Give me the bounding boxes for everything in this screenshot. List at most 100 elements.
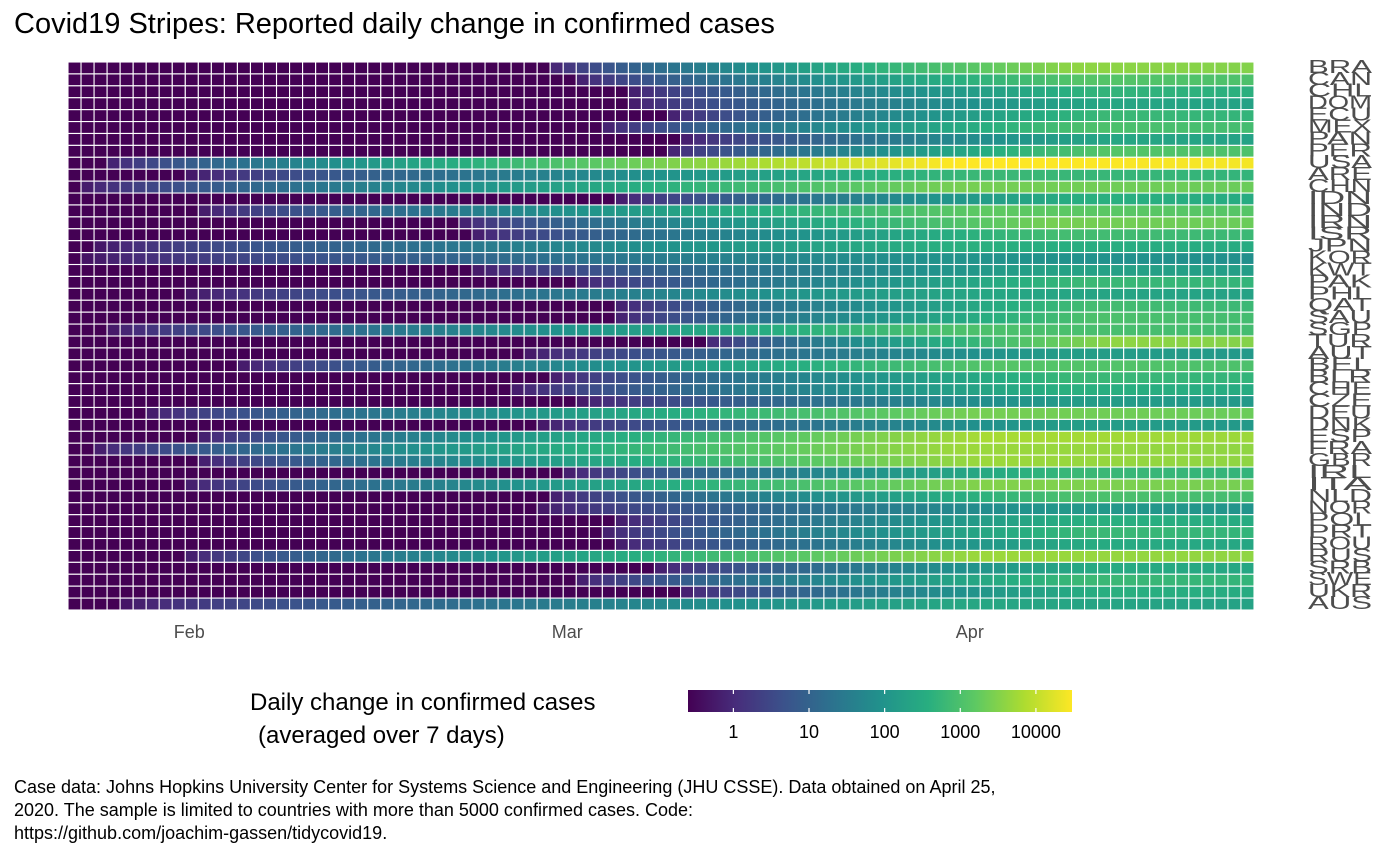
heatmap-cell	[992, 168, 1007, 182]
heatmap-cell	[523, 371, 538, 385]
heatmap-cell	[93, 180, 108, 194]
heatmap-cell	[354, 323, 369, 337]
heatmap-cell	[536, 252, 551, 266]
heatmap-cell	[575, 549, 590, 563]
heatmap-cell	[80, 418, 95, 432]
heatmap-cell	[119, 85, 134, 99]
country-label: DOM	[1308, 93, 1372, 113]
heatmap-cell	[380, 406, 395, 420]
heatmap-cell	[914, 204, 929, 218]
heatmap-cell	[497, 442, 512, 456]
heatmap-cell	[745, 109, 760, 123]
heatmap-cell	[901, 180, 916, 194]
heatmap-cell	[106, 311, 121, 325]
heatmap-cell	[627, 585, 642, 599]
heatmap-cell	[445, 514, 460, 528]
heatmap-cell	[653, 240, 669, 254]
heatmap-cell	[679, 109, 695, 123]
heatmap-cell	[1123, 180, 1138, 194]
heatmap-cell	[745, 335, 760, 349]
heatmap-cell	[732, 299, 747, 313]
heatmap-cell	[849, 109, 864, 123]
heatmap-cell	[1162, 275, 1177, 289]
heatmap-cell	[93, 585, 108, 599]
heatmap-cell	[1018, 252, 1033, 266]
heatmap-cell	[875, 585, 890, 599]
heatmap-cell	[836, 287, 851, 301]
heatmap-cell	[953, 132, 968, 146]
heatmap-cell	[1162, 585, 1177, 599]
heatmap-cell	[471, 537, 486, 551]
heatmap-cell	[862, 549, 877, 563]
heatmap-cell	[1084, 347, 1099, 361]
heatmap-cell	[1214, 109, 1229, 123]
heatmap-cell	[1070, 287, 1086, 301]
country-label: ITA	[1308, 474, 1372, 494]
heatmap-cell	[210, 73, 225, 87]
heatmap-cell	[458, 359, 473, 373]
heatmap-cell	[679, 299, 695, 313]
country-label: CHN	[1308, 176, 1372, 196]
heatmap-cell	[966, 490, 981, 504]
heatmap-cell	[1084, 73, 1099, 87]
heatmap-cell	[432, 442, 447, 456]
heatmap-cell	[289, 228, 304, 242]
heatmap-cell	[471, 97, 486, 111]
heatmap-cell	[1162, 192, 1177, 206]
heatmap-cell	[940, 549, 955, 563]
heatmap-cell	[562, 514, 577, 528]
heatmap-cell	[901, 466, 916, 480]
country-label: KWT	[1308, 259, 1372, 279]
heatmap-cell	[862, 323, 877, 337]
heatmap-cell	[497, 61, 512, 75]
heatmap-cell	[810, 204, 825, 218]
heatmap-cell	[1240, 442, 1255, 456]
heatmap-cell	[1044, 299, 1060, 313]
heatmap-cell	[666, 514, 682, 528]
heatmap-cell	[510, 442, 525, 456]
heatmap-cell	[315, 180, 330, 194]
heatmap-cell	[862, 263, 877, 277]
heatmap-cell	[679, 597, 695, 611]
heatmap-cell	[302, 549, 317, 563]
heatmap-cell	[132, 537, 147, 551]
heatmap-cell	[1149, 156, 1164, 170]
heatmap-cell	[158, 442, 173, 456]
heatmap-cell	[758, 418, 773, 432]
heatmap-cell	[1110, 323, 1125, 337]
heatmap-cell	[510, 561, 525, 575]
heatmap-cell	[1097, 418, 1112, 432]
heatmap-cell	[328, 597, 343, 611]
heatmap-cell	[1110, 192, 1125, 206]
heatmap-cell	[927, 490, 942, 504]
heatmap-cell	[536, 109, 551, 123]
heatmap-cell	[562, 502, 577, 516]
heatmap-cell	[393, 156, 408, 170]
heatmap-cell	[510, 252, 525, 266]
heatmap-cell	[275, 478, 291, 492]
heatmap-cell	[262, 466, 278, 480]
country-label: USA	[1308, 152, 1372, 172]
heatmap-cell	[1162, 144, 1177, 158]
heatmap-cell	[679, 192, 695, 206]
heatmap-cell	[575, 406, 590, 420]
heatmap-cell	[914, 228, 929, 242]
heatmap-cell	[758, 168, 773, 182]
heatmap-cell	[1123, 347, 1138, 361]
heatmap-cell	[627, 121, 642, 135]
heatmap-cell	[171, 359, 186, 373]
heatmap-cell	[197, 180, 212, 194]
heatmap-cell	[953, 585, 968, 599]
heatmap-cell	[823, 299, 838, 313]
heatmap-cell	[862, 335, 877, 349]
heatmap-cell	[445, 466, 460, 480]
heatmap-cell	[67, 216, 82, 230]
heatmap-cell	[171, 323, 186, 337]
heatmap-cell	[471, 395, 486, 409]
heatmap-cell	[562, 561, 577, 575]
heatmap-cell	[1110, 502, 1125, 516]
heatmap-cell	[940, 537, 955, 551]
heatmap-cell	[1084, 121, 1099, 135]
heatmap-cell	[1044, 85, 1060, 99]
heatmap-cell	[432, 252, 447, 266]
